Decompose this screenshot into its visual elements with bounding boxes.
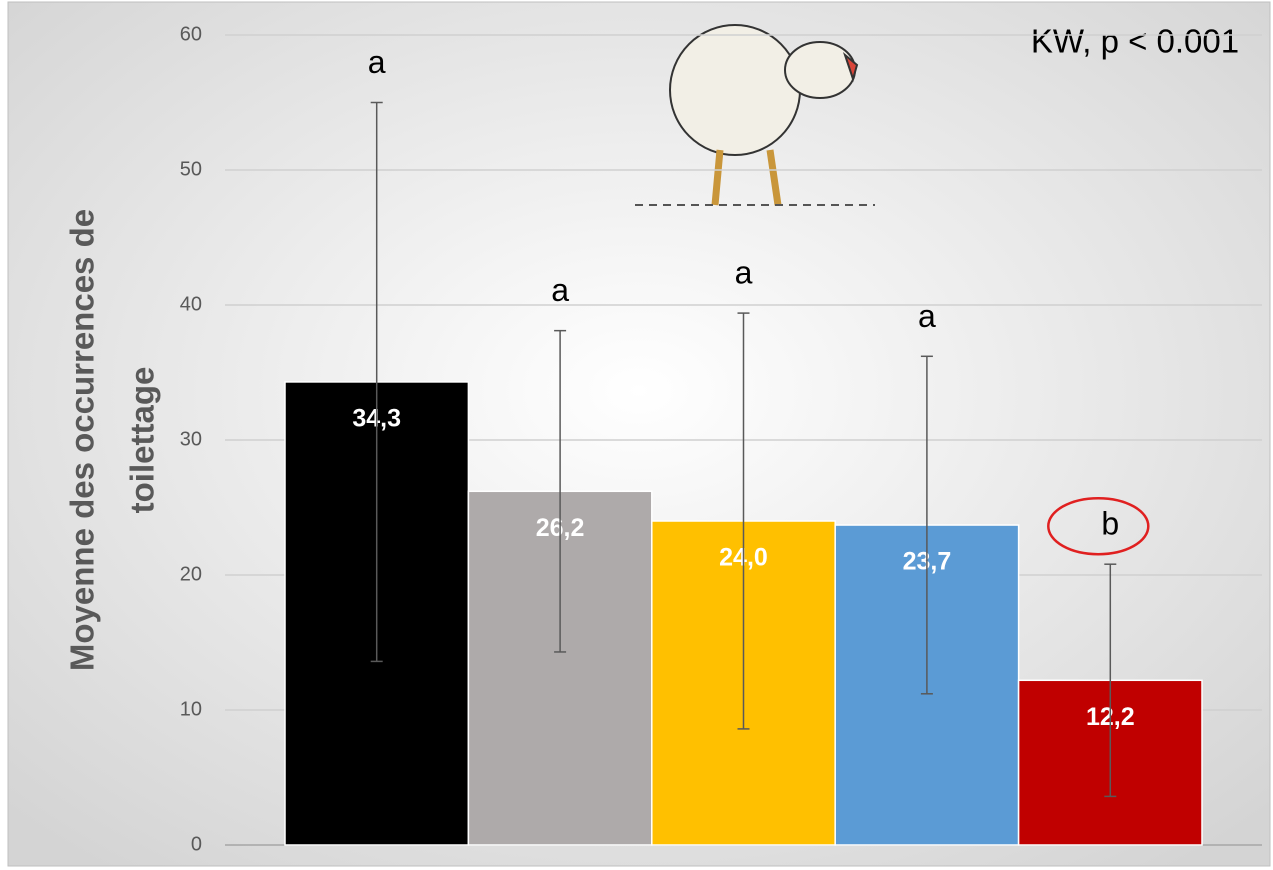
y-tick-label: 50 [180, 158, 202, 180]
significance-letter: a [551, 272, 569, 308]
y-axis-label-line: toilettage [124, 367, 161, 514]
y-tick-label: 30 [180, 428, 202, 450]
highlight-circle [1047, 496, 1150, 556]
y-tick-label: 60 [180, 23, 202, 45]
y-tick-label: 40 [180, 293, 202, 315]
significance-letter: a [368, 44, 386, 80]
chicken-illustration [635, 24, 875, 206]
significance-letter: a [735, 255, 753, 291]
y-tick-label: 0 [191, 833, 202, 855]
significance-letter: a [918, 298, 936, 334]
y-axis-label: Moyenne des occurrences de toilettage [64, 209, 161, 671]
annotation: KW, p < 0.001 [1031, 23, 1239, 60]
significance-letter: b [1101, 506, 1119, 542]
y-tick-label: 10 [180, 698, 202, 720]
y-axis-label-line: Moyenne des occurrences de [64, 209, 101, 671]
y-tick-label: 20 [180, 563, 202, 585]
